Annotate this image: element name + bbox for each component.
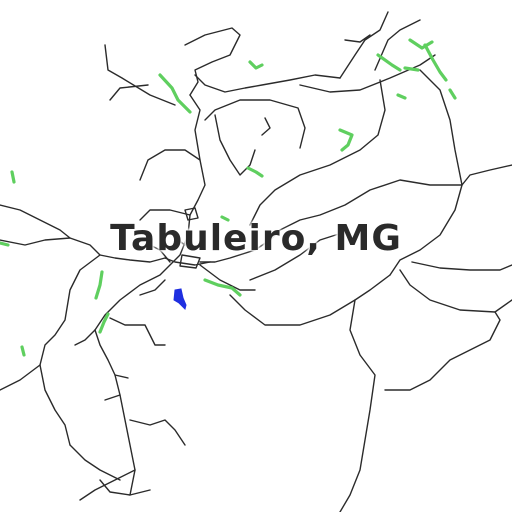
- vegetation-patch: [20, 345, 26, 357]
- vegetation-patch: [203, 278, 242, 297]
- vegetation-patch: [220, 215, 230, 222]
- vegetation-patch: [0, 241, 10, 247]
- vegetation-patch: [94, 270, 104, 300]
- vegetation-patch: [408, 38, 434, 50]
- vegetation-patch: [246, 166, 264, 178]
- water-bodies: [173, 288, 187, 310]
- vegetation-patch: [158, 73, 192, 114]
- vegetation-patch: [98, 312, 110, 334]
- vegetation-patch: [396, 93, 407, 100]
- vegetation-patch: [403, 66, 420, 72]
- vegetation-patch: [338, 128, 354, 152]
- vegetation-patch: [448, 88, 457, 100]
- vegetation-areas: [0, 38, 457, 357]
- vegetation-patch: [10, 170, 16, 184]
- water-body: [173, 288, 187, 310]
- vegetation-patch: [423, 43, 448, 82]
- road-network: [0, 11, 512, 512]
- vegetation-patch: [248, 60, 264, 70]
- vegetation-patch: [376, 53, 402, 72]
